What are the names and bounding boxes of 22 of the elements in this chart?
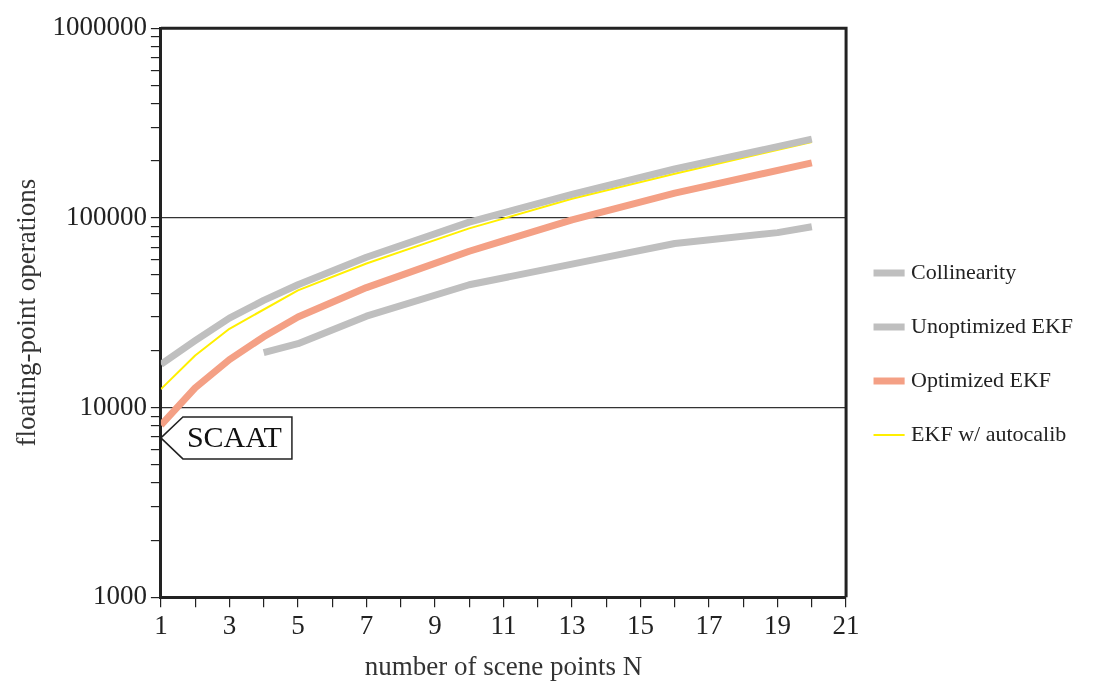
legend-label: Collinearity: [911, 258, 1017, 284]
x-tick-label: 5: [291, 610, 305, 641]
y-tick-label: 100000: [65, 200, 147, 231]
x-tick-label: 11: [490, 610, 517, 641]
x-tick-label: 13: [558, 610, 586, 641]
x-tick-label: 7: [359, 610, 374, 641]
y-axis-title: floating-point operations: [11, 178, 42, 447]
y-tick-label: 1000000: [52, 11, 147, 42]
x-tick-label: 19: [764, 610, 792, 641]
legend-label: Optimized EKF: [911, 366, 1052, 392]
x-tick-label: 9: [428, 610, 442, 641]
legend-label: EKF w/ autocalib: [911, 420, 1067, 446]
y-tick-label: 10000: [79, 390, 147, 421]
x-tick-label: 3: [222, 610, 237, 641]
x-tick-label: 21: [832, 610, 860, 641]
y-tick-label: 1000: [92, 580, 147, 611]
legend-label: Unoptimized EKF: [911, 312, 1074, 338]
x-tick-label: 15: [627, 610, 655, 641]
annotation: SCAAT: [186, 419, 282, 453]
x-tick-label: 17: [695, 610, 723, 641]
x-axis-title: number of scene points N: [364, 650, 643, 681]
x-tick-label: 1: [154, 610, 168, 641]
